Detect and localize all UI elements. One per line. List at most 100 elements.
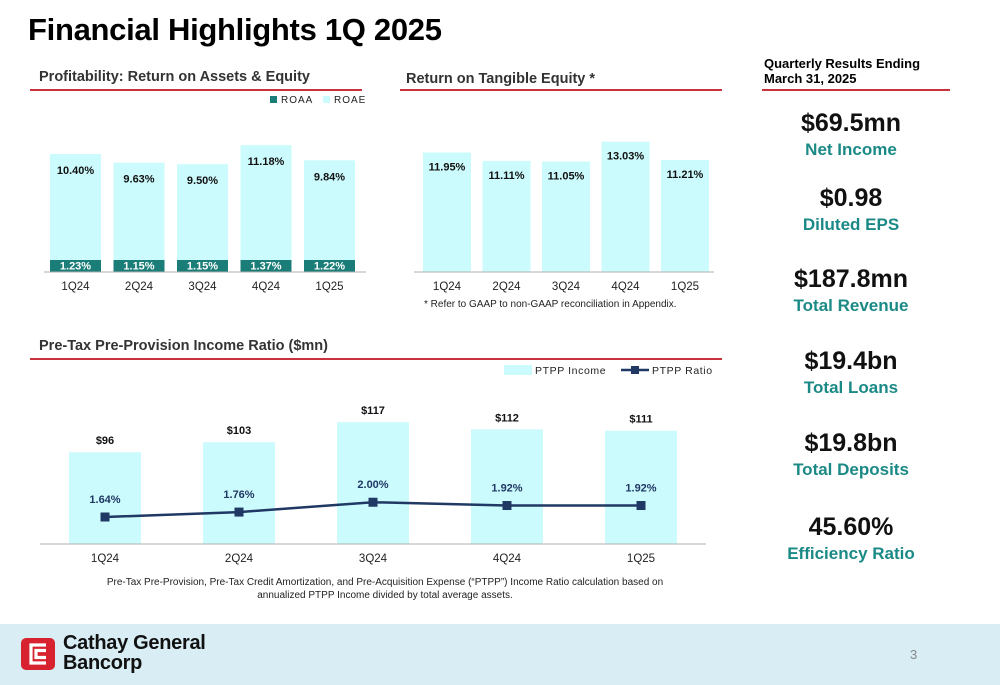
pptp-ratio-marker [368, 497, 378, 507]
roaa-data-label: 1.22% [314, 261, 345, 273]
pptp-income-bar [605, 430, 677, 544]
kpi-diluted-eps: $0.98 Diluted EPS [762, 183, 940, 236]
page-title: Financial Highlights 1Q 2025 [28, 12, 442, 47]
roaa-data-label: 1.15% [187, 261, 218, 273]
legend-swatch-roaa [270, 96, 277, 103]
kpi-net-income: $69.5mn Net Income [762, 108, 940, 161]
brand-name-line2: Bancorp [63, 652, 143, 674]
profitability-section-title: Profitability: Return on Assets & Equity [39, 69, 310, 85]
x-tick-label: 3Q24 [188, 281, 217, 293]
roaa-bar [177, 260, 228, 272]
rote-chart: 11.95% 1Q24 11.11% 2Q24 11.05% 3Q24 13.03% 4Q24… [414, 141, 714, 293]
kpi-value: $19.4bn [804, 347, 898, 375]
kpi-value: 45.60% [808, 513, 894, 541]
roae-bar [240, 145, 292, 272]
kpi-efficiency-ratio: 45.60% Efficiency Ratio [762, 512, 940, 565]
roae-bar [113, 162, 165, 272]
kpi-total-revenue: $187.8mn Total Revenue [762, 264, 940, 317]
x-tick-label: 1Q24 [433, 281, 462, 293]
kpi-label: Total Loans [803, 378, 899, 397]
x-tick-label: 1Q24 [61, 281, 90, 293]
x-tick-label: 2Q24 [492, 281, 521, 293]
footer-band [0, 624, 1000, 685]
roaa-bar [50, 260, 101, 272]
rote-footnote: * Refer to GAAP to non-GAAP reconciliati… [424, 299, 677, 310]
pptp-footnote: Pre-Tax Pre-Provision, Pre-Tax Credit Am… [40, 576, 730, 602]
legend-swatch-roae [323, 96, 330, 103]
x-tick-label: 4Q24 [252, 281, 281, 293]
x-tick-label: 1Q25 [627, 553, 655, 565]
roae-data-label: 9.63% [123, 174, 154, 186]
roaa-bar [240, 260, 292, 272]
x-tick-label: 1Q25 [671, 281, 699, 293]
kpi-label: Total Revenue [793, 296, 909, 315]
cathay-logo-icon [21, 638, 55, 670]
rote-divider [400, 89, 722, 91]
kpi-total-loans: $19.4bn Total Loans [762, 346, 940, 399]
pptp-income-bar [471, 429, 543, 544]
x-tick-label: 1Q25 [315, 281, 343, 293]
pptp-ratio-data-label: 1.76% [223, 489, 254, 501]
pptp-divider [30, 358, 722, 360]
kpi-value: $187.8mn [794, 265, 908, 293]
kpi-total-deposits: $19.8bn Total Deposits [762, 428, 940, 481]
brand-name: Cathay General Bancorp [63, 633, 206, 673]
pptp-ratio-marker [636, 501, 646, 511]
kpi-header-line1: Quarterly Results Ending [764, 56, 921, 71]
kpi-label: Net Income [805, 140, 897, 159]
x-tick-label: 3Q24 [359, 553, 388, 565]
x-tick-label: 3Q24 [552, 281, 581, 293]
roae-bar [304, 160, 355, 272]
roaa-data-label: 1.23% [60, 261, 91, 273]
pptp-income-data-label: $103 [227, 425, 251, 437]
x-tick-label: 2Q24 [225, 553, 254, 565]
pptp-ratio-data-label: 1.64% [89, 494, 120, 506]
kpi-label: Efficiency Ratio [787, 544, 915, 563]
brand-name-line1: Cathay General [63, 632, 206, 654]
kpi-value: $0.98 [819, 184, 883, 212]
profitability-chart: 1.23% 10.40% 1Q24 1.15% 9.63% 2Q24 1.15% 9.50% 3… [44, 95, 366, 293]
rote-bar [542, 161, 590, 272]
legend-label-roaa: ROAA [281, 95, 313, 106]
rote-bar [423, 152, 471, 272]
kpi-value: $69.5mn [800, 109, 902, 137]
rote-data-label: 13.03% [607, 151, 645, 163]
rote-bar [482, 160, 531, 272]
roae-data-label: 11.18% [248, 156, 285, 168]
pptp-ratio-data-label: 2.00% [357, 479, 388, 491]
legend-marker-pptp-ratio [631, 366, 639, 374]
rote-section-title: Return on Tangible Equity * [406, 71, 596, 87]
kpi-value: $19.8bn [804, 429, 898, 457]
legend-label-pptp-ratio: PTPP Ratio [652, 365, 713, 377]
rote-data-label: 11.05% [548, 171, 585, 183]
roae-bar [50, 153, 101, 272]
kpi-label: Total Deposits [793, 460, 909, 479]
x-tick-label: 4Q24 [611, 281, 640, 293]
roae-bar [177, 164, 228, 272]
x-tick-label: 1Q24 [91, 553, 120, 565]
rote-data-label: 11.21% [667, 169, 704, 181]
pptp-income-bar [69, 452, 141, 544]
pptp-footnote-line1: Pre-Tax Pre-Provision, Pre-Tax Credit Am… [106, 577, 664, 588]
pptp-income-data-label: $96 [96, 435, 114, 447]
roae-data-label: 10.40% [57, 165, 95, 177]
pptp-footnote-line2: annualized PTPP Income divided by total … [257, 590, 513, 601]
legend-label-roae: ROAE [334, 95, 366, 106]
pptp-chart: $96 1Q24 $103 2Q24 $117 3Q24 $112 4Q24 $111 1Q25 1… [40, 365, 713, 565]
pptp-ratio-marker [100, 512, 110, 522]
legend-label-pptp-income: PTPP Income [535, 365, 606, 377]
rote-data-label: 11.11% [488, 170, 524, 182]
rote-data-label: 11.95% [429, 162, 466, 174]
roae-data-label: 9.50% [187, 175, 218, 187]
page-number: 3 [910, 647, 918, 662]
pptp-ratio-data-label: 1.92% [491, 483, 522, 495]
kpi-header-line2: March 31, 2025 [764, 71, 857, 86]
roae-data-label: 9.84% [314, 171, 345, 183]
rote-bar [661, 159, 709, 272]
pptp-income-bar [337, 422, 409, 544]
roaa-data-label: 1.15% [123, 261, 154, 273]
rote-bar [601, 141, 650, 272]
roaa-data-label: 1.37% [250, 261, 281, 273]
x-tick-label: 4Q24 [493, 553, 522, 565]
pptp-income-data-label: $112 [495, 412, 519, 424]
